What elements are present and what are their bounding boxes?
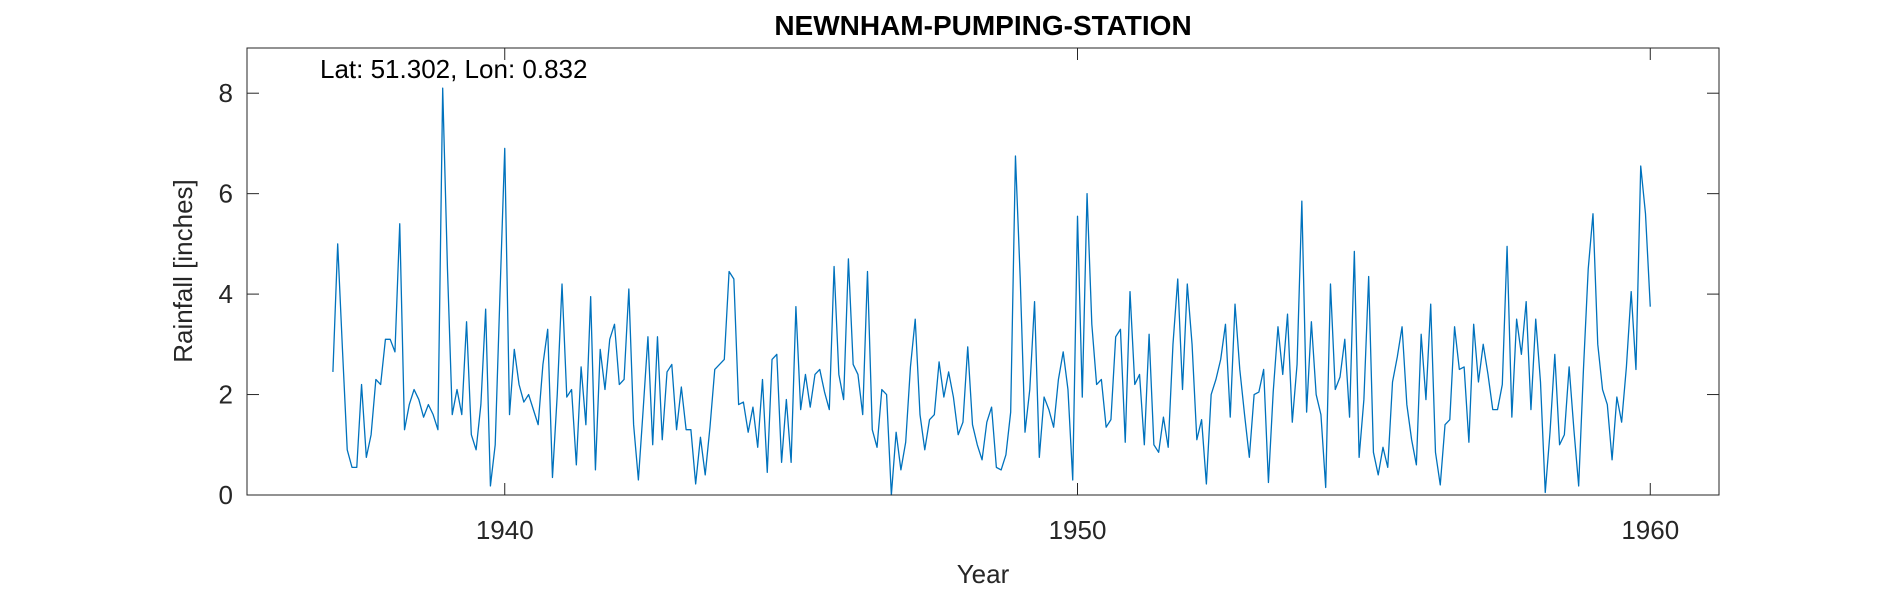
y-tick-label: 4 — [219, 279, 233, 309]
y-tick-label: 8 — [219, 78, 233, 108]
location-annotation: Lat: 51.302, Lon: 0.832 — [320, 54, 587, 84]
y-axis-ticks: 0 2 4 6 8 — [219, 78, 1719, 510]
chart-title: NEWNHAM-PUMPING-STATION — [774, 10, 1191, 41]
y-tick-label: 0 — [219, 480, 233, 510]
y-axis-label: Rainfall [inches] — [168, 179, 198, 363]
y-tick-label: 6 — [219, 179, 233, 209]
x-axis-ticks: 1940 1950 1960 — [476, 48, 1679, 545]
x-axis-label: Year — [957, 559, 1010, 589]
x-tick-label: 1950 — [1049, 515, 1107, 545]
rainfall-series-line — [332, 87, 1651, 496]
y-tick-label: 2 — [219, 380, 233, 410]
x-tick-label: 1960 — [1621, 515, 1679, 545]
plot-frame — [246, 47, 1720, 496]
x-tick-label: 1940 — [476, 515, 534, 545]
plot-background — [247, 48, 1719, 495]
